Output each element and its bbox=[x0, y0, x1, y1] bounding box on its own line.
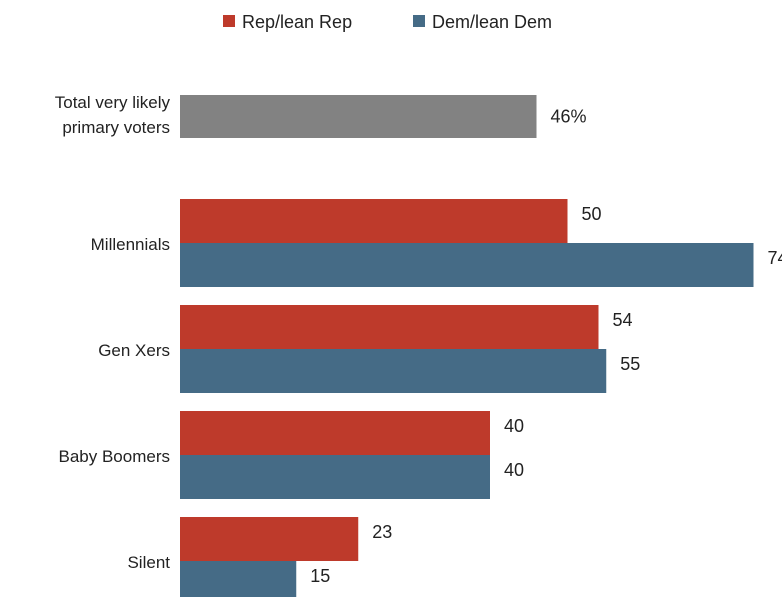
value-label-dem-0: 74 bbox=[768, 248, 782, 268]
value-label-rep-3: 23 bbox=[372, 522, 392, 542]
legend-swatch-1 bbox=[413, 15, 425, 27]
bar-groups: Millennials 50 74 Gen Xers 54 55 Baby Boomers 4… bbox=[59, 199, 782, 597]
total-bar bbox=[180, 95, 537, 138]
bar-group-0: Millennials 50 74 bbox=[91, 199, 782, 287]
total-label-line-2: primary voters bbox=[62, 118, 170, 137]
bar-dem-1 bbox=[180, 349, 607, 393]
category-label-2: Baby Boomers bbox=[59, 447, 171, 466]
bar-rep-0 bbox=[180, 199, 568, 243]
bar-dem-2 bbox=[180, 455, 490, 499]
value-label-rep-0: 50 bbox=[582, 204, 602, 224]
total-bar-group: Total very likely primary voters 46% bbox=[55, 93, 587, 138]
bar-group-2: Baby Boomers 40 40 bbox=[59, 411, 524, 499]
bar-rep-2 bbox=[180, 411, 490, 455]
value-label-dem-3: 15 bbox=[310, 566, 330, 586]
legend-swatch-0 bbox=[223, 15, 235, 27]
total-value-label: 46% bbox=[551, 107, 587, 127]
legend: Rep/lean Rep Dem/lean Dem bbox=[223, 12, 552, 32]
bar-group-1: Gen Xers 54 55 bbox=[98, 305, 640, 393]
bar-dem-3 bbox=[180, 561, 297, 597]
value-label-rep-2: 40 bbox=[504, 416, 524, 436]
total-label-line-1: Total very likely bbox=[55, 93, 171, 112]
legend-label-0: Rep/lean Rep bbox=[242, 12, 352, 32]
legend-label-1: Dem/lean Dem bbox=[432, 12, 552, 32]
bar-rep-1 bbox=[180, 305, 599, 349]
bar-rep-3 bbox=[180, 517, 359, 561]
category-label-1: Gen Xers bbox=[98, 341, 170, 360]
value-label-dem-1: 55 bbox=[620, 354, 640, 374]
value-label-dem-2: 40 bbox=[504, 460, 524, 480]
value-label-rep-1: 54 bbox=[613, 310, 633, 330]
bar-dem-0 bbox=[180, 243, 754, 287]
bar-group-3: Silent 23 15 bbox=[127, 517, 392, 597]
category-label-3: Silent bbox=[127, 553, 170, 572]
category-label-0: Millennials bbox=[91, 235, 170, 254]
